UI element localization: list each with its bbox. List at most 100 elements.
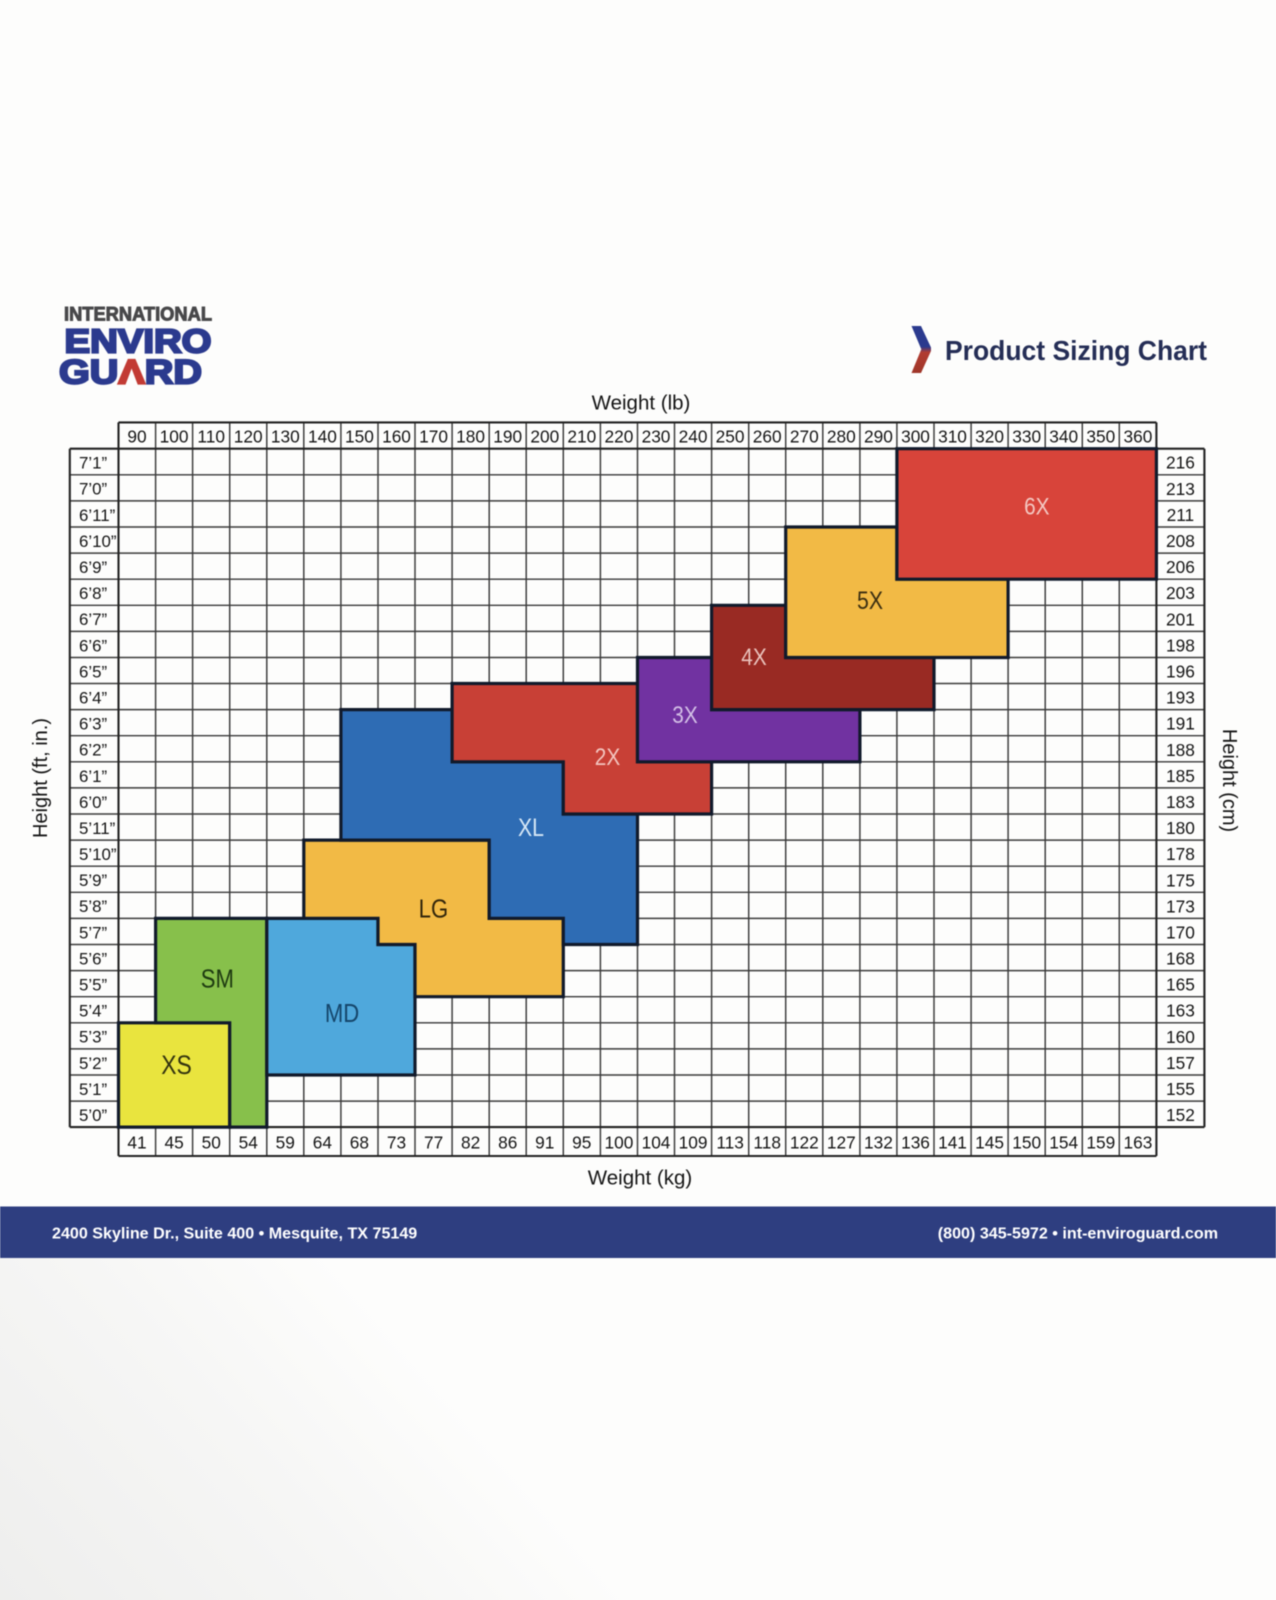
svg-text:5’11”: 5’11” bbox=[79, 819, 115, 838]
svg-text:290: 290 bbox=[864, 426, 893, 446]
svg-text:5’9”: 5’9” bbox=[79, 871, 107, 890]
svg-text:6’3”: 6’3” bbox=[79, 715, 107, 734]
svg-text:175: 175 bbox=[1166, 870, 1195, 890]
svg-text:154: 154 bbox=[1049, 1133, 1078, 1153]
svg-text:155: 155 bbox=[1166, 1079, 1195, 1099]
svg-text:XS: XS bbox=[161, 1050, 192, 1080]
svg-text:5’3”: 5’3” bbox=[79, 1028, 107, 1047]
svg-text:240: 240 bbox=[679, 426, 708, 446]
svg-text:6’2”: 6’2” bbox=[79, 741, 107, 760]
svg-text:6’0”: 6’0” bbox=[79, 793, 107, 812]
svg-text:132: 132 bbox=[864, 1133, 893, 1153]
svg-text:73: 73 bbox=[387, 1133, 406, 1153]
svg-text:230: 230 bbox=[642, 426, 671, 446]
svg-text:Product Sizing Chart: Product Sizing Chart bbox=[945, 335, 1207, 366]
svg-text:210: 210 bbox=[567, 426, 596, 446]
svg-text:90: 90 bbox=[127, 426, 146, 446]
svg-text:45: 45 bbox=[164, 1133, 183, 1153]
svg-text:183: 183 bbox=[1166, 792, 1195, 812]
svg-text:152: 152 bbox=[1166, 1105, 1195, 1125]
svg-text:104: 104 bbox=[642, 1133, 671, 1153]
svg-text:190: 190 bbox=[493, 426, 522, 446]
svg-text:300: 300 bbox=[901, 426, 930, 446]
svg-text:2X: 2X bbox=[595, 742, 620, 770]
svg-text:320: 320 bbox=[975, 426, 1004, 446]
svg-text:5’6”: 5’6” bbox=[79, 949, 107, 968]
svg-text:6’6”: 6’6” bbox=[79, 636, 107, 655]
svg-text:68: 68 bbox=[350, 1133, 369, 1153]
svg-text:163: 163 bbox=[1123, 1133, 1152, 1153]
svg-text:6’8”: 6’8” bbox=[79, 584, 107, 603]
svg-text:7’0”: 7’0” bbox=[79, 480, 107, 499]
svg-text:54: 54 bbox=[239, 1133, 259, 1153]
svg-text:260: 260 bbox=[753, 426, 782, 446]
svg-text:196: 196 bbox=[1166, 662, 1195, 682]
svg-text:180: 180 bbox=[1166, 818, 1195, 838]
svg-text:340: 340 bbox=[1049, 426, 1078, 446]
svg-text:6’5”: 6’5” bbox=[79, 662, 107, 681]
svg-text:191: 191 bbox=[1166, 714, 1195, 734]
svg-text:6X: 6X bbox=[1024, 492, 1049, 520]
svg-text:198: 198 bbox=[1166, 635, 1195, 655]
svg-text:5’8”: 5’8” bbox=[79, 897, 107, 916]
svg-text:180: 180 bbox=[456, 426, 485, 446]
svg-text:86: 86 bbox=[498, 1133, 517, 1153]
svg-text:160: 160 bbox=[1166, 1027, 1195, 1047]
svg-text:188: 188 bbox=[1166, 740, 1195, 760]
svg-text:5’0”: 5’0” bbox=[79, 1106, 107, 1125]
svg-text:6’11”: 6’11” bbox=[79, 506, 115, 525]
svg-text:41: 41 bbox=[127, 1133, 146, 1153]
svg-text:200: 200 bbox=[530, 426, 559, 446]
svg-text:64: 64 bbox=[313, 1133, 333, 1153]
svg-text:165: 165 bbox=[1166, 975, 1195, 995]
svg-text:6’7”: 6’7” bbox=[79, 610, 107, 629]
svg-text:178: 178 bbox=[1166, 844, 1195, 864]
svg-text:95: 95 bbox=[572, 1133, 591, 1153]
svg-text:XL: XL bbox=[518, 813, 544, 841]
svg-text:216: 216 bbox=[1166, 453, 1195, 473]
svg-text:50: 50 bbox=[202, 1133, 221, 1153]
svg-text:141: 141 bbox=[938, 1133, 967, 1153]
svg-text:Height (ft, in.): Height (ft, in.) bbox=[30, 718, 52, 838]
svg-text:170: 170 bbox=[419, 426, 448, 446]
svg-text:7’1”: 7’1” bbox=[79, 454, 107, 473]
svg-text:140: 140 bbox=[308, 426, 337, 446]
svg-text:(800) 345-5972 • int-envirogua: (800) 345-5972 • int-enviroguard.com bbox=[938, 1225, 1218, 1243]
svg-text:5’2”: 5’2” bbox=[79, 1054, 107, 1073]
svg-text:3X: 3X bbox=[672, 700, 697, 728]
svg-text:203: 203 bbox=[1166, 583, 1195, 603]
svg-text:206: 206 bbox=[1166, 557, 1195, 577]
svg-text:5’4”: 5’4” bbox=[79, 1002, 107, 1021]
svg-text:211: 211 bbox=[1167, 505, 1195, 525]
svg-text:6’9”: 6’9” bbox=[79, 558, 107, 577]
svg-text:ENVIRO: ENVIRO bbox=[65, 323, 212, 360]
svg-text:118: 118 bbox=[753, 1133, 781, 1153]
svg-text:330: 330 bbox=[1012, 426, 1041, 446]
svg-text:159: 159 bbox=[1086, 1133, 1115, 1153]
svg-text:145: 145 bbox=[975, 1133, 1004, 1153]
svg-text:MD: MD bbox=[325, 999, 359, 1028]
svg-text:2400 Skyline Dr., Suite 400 •: 2400 Skyline Dr., Suite 400 • Mesquite, … bbox=[52, 1225, 417, 1243]
svg-text:280: 280 bbox=[827, 426, 856, 446]
svg-text:130: 130 bbox=[271, 426, 300, 446]
svg-text:360: 360 bbox=[1123, 426, 1152, 446]
svg-text:100: 100 bbox=[604, 1133, 633, 1153]
svg-text:4X: 4X bbox=[741, 642, 766, 670]
svg-text:120: 120 bbox=[234, 426, 263, 446]
svg-text:77: 77 bbox=[424, 1133, 443, 1153]
svg-text:5’7”: 5’7” bbox=[79, 923, 107, 942]
svg-text:201: 201 bbox=[1166, 609, 1195, 629]
svg-text:208: 208 bbox=[1166, 531, 1195, 551]
svg-text:82: 82 bbox=[461, 1133, 480, 1153]
svg-text:5X: 5X bbox=[857, 586, 883, 614]
svg-text:185: 185 bbox=[1166, 766, 1195, 786]
svg-text:59: 59 bbox=[276, 1133, 295, 1153]
svg-text:LG: LG bbox=[419, 895, 448, 924]
svg-text:5’1”: 5’1” bbox=[79, 1080, 107, 1099]
svg-text:INTERNATIONAL: INTERNATIONAL bbox=[64, 305, 212, 326]
svg-text:Height (cm): Height (cm) bbox=[1218, 729, 1240, 832]
svg-text:150: 150 bbox=[1012, 1133, 1041, 1153]
svg-text:Weight (kg): Weight (kg) bbox=[588, 1167, 692, 1190]
svg-text:5’5”: 5’5” bbox=[79, 976, 107, 995]
